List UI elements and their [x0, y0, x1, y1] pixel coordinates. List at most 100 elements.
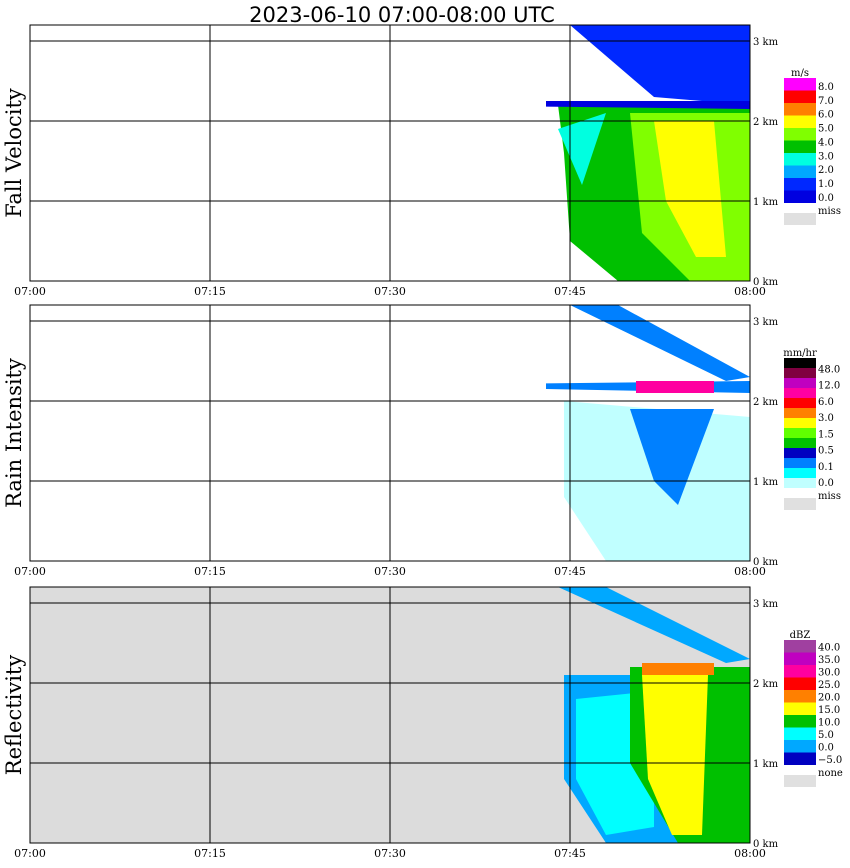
y-tick-label: 1 km [753, 759, 779, 770]
legend-missing-swatch [784, 213, 816, 225]
grid-lines [30, 305, 750, 561]
legend-swatch [784, 90, 816, 103]
legend-swatch [784, 190, 816, 203]
legend-swatch [784, 702, 816, 715]
echo-region [642, 663, 714, 675]
echo-region [570, 25, 750, 105]
legend-level-label: 1.0 [818, 179, 834, 190]
legend-missing-label: miss [818, 491, 841, 502]
legend: m/s 8.0 7.0 6.0 5.0 4.0 3.0 2.0 1.0 0.0 miss [784, 68, 841, 225]
legend-swatch [784, 398, 816, 408]
legend-level-label: −5.0 [818, 755, 842, 766]
echo-region [630, 409, 714, 505]
panel-1: 07:00 07:15 07:30 07:45 08:000 km 1 km 2 km 3 k… [2, 24, 841, 298]
legend-swatch [784, 715, 816, 728]
legend-swatch [784, 428, 816, 438]
x-tick-label: 08:00 [734, 565, 766, 578]
panel-ylabel: Fall Velocity [2, 88, 26, 218]
legend-level-label: 0.5 [818, 446, 834, 457]
panel-ylabel: Reflectivity [2, 655, 26, 776]
legend: dBZ 40.035.0 30.025.0 20.015.0 10.05.0 0.0−5.… [784, 630, 843, 787]
legend-swatch [784, 418, 816, 428]
legend-swatch [784, 115, 816, 128]
x-tick-label: 08:00 [734, 285, 766, 298]
legend-missing-label: none [818, 768, 843, 779]
echo-region [642, 675, 708, 835]
y-tick-label: 2 km [753, 117, 779, 128]
legend-swatch [784, 740, 816, 753]
x-tick-label: 08:00 [734, 847, 766, 860]
legend-swatch [784, 178, 816, 191]
y-tick-label: 0 km [753, 557, 779, 568]
legend-level-label: 20.0 [818, 693, 840, 704]
x-tick-label: 07:45 [554, 285, 586, 298]
grid-lines [30, 587, 750, 843]
legend-swatch [784, 368, 816, 378]
y-tick-label: 0 km [753, 839, 779, 850]
x-tick-label: 07:30 [374, 565, 406, 578]
y-tick-label: 1 km [753, 477, 779, 488]
legend-level-label: 30.0 [818, 668, 840, 679]
legend-swatch [784, 652, 816, 665]
legend-swatch [784, 103, 816, 116]
legend-missing-swatch [784, 775, 816, 787]
echo-region [654, 121, 726, 257]
legend-swatch [784, 448, 816, 458]
x-tick-label: 07:15 [194, 565, 226, 578]
legend-level-label: 3.0 [818, 151, 834, 162]
x-tick-label: 07:15 [194, 285, 226, 298]
legend-level-label: 25.0 [818, 680, 840, 691]
y-tick-label: 0 km [753, 277, 779, 288]
legend-missing-swatch [784, 498, 816, 510]
legend-level-label: 0.0 [818, 478, 834, 489]
legend-unit: mm/hr [783, 348, 817, 359]
legend-swatch [784, 468, 816, 478]
legend-swatch [784, 153, 816, 166]
legend-level-label: 15.0 [818, 705, 840, 716]
legend-level-label: 0.1 [818, 462, 834, 473]
plot-frame [29, 586, 751, 844]
legend-level-label: 3.0 [818, 413, 834, 424]
x-tick-label: 07:30 [374, 285, 406, 298]
echo-region [546, 101, 750, 109]
echo-field [558, 587, 750, 843]
panel-3: 07:00 07:15 07:30 07:45 08:000 km 1 km 2 km 3 k… [2, 586, 843, 860]
legend-level-label: 40.0 [818, 643, 840, 654]
panel-2: 07:00 07:15 07:30 07:45 08:000 km 1 km 2 km 3 k… [2, 304, 841, 578]
y-tick-label: 3 km [753, 317, 779, 328]
legend-swatch [784, 378, 816, 388]
legend-level-label: 0.0 [818, 193, 834, 204]
legend-swatch [784, 388, 816, 398]
legend-missing-label: miss [818, 206, 841, 217]
legend-swatch [784, 752, 816, 765]
legend-swatch [784, 690, 816, 703]
legend-level-label: 8.0 [818, 82, 834, 93]
y-tick-label: 3 km [753, 37, 779, 48]
panel-ylabel: Rain Intensity [2, 358, 26, 508]
legend-swatch [784, 640, 816, 653]
legend-swatch [784, 78, 816, 91]
legend-swatch [784, 165, 816, 178]
legend-swatch [784, 677, 816, 690]
y-tick-label: 1 km [753, 197, 779, 208]
grid-lines [30, 25, 750, 281]
plot-frame [29, 304, 751, 562]
legend-level-label: 6.0 [818, 397, 834, 408]
x-tick-label: 07:45 [554, 565, 586, 578]
echo-region [570, 305, 750, 381]
legend-swatch [784, 140, 816, 153]
legend-level-label: 1.5 [818, 429, 834, 440]
legend-level-label: 12.0 [818, 381, 840, 392]
x-tick-label: 07:00 [14, 847, 46, 860]
legend-unit: m/s [791, 68, 809, 79]
y-tick-label: 3 km [753, 599, 779, 610]
echo-region [558, 587, 750, 663]
legend-level-label: 7.0 [818, 96, 834, 107]
legend-level-label: 0.0 [818, 743, 834, 754]
x-tick-label: 07:15 [194, 847, 226, 860]
x-tick-label: 07:00 [14, 565, 46, 578]
legend-swatch [784, 358, 816, 368]
legend-level-label: 4.0 [818, 137, 834, 148]
